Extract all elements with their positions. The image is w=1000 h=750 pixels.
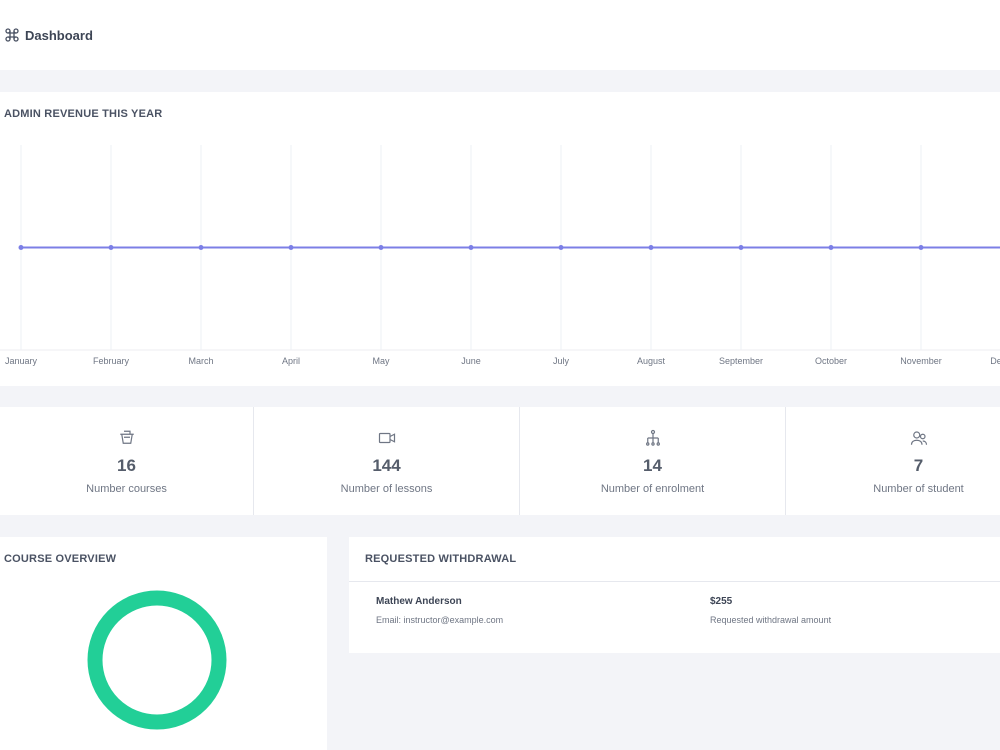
- x-tick-label: April: [282, 356, 300, 366]
- x-tick-label: September: [719, 356, 763, 366]
- stat-value: 14: [643, 456, 662, 475]
- x-tick-label: November: [900, 356, 942, 366]
- data-point: [558, 245, 564, 250]
- withdrawal-email: Email: instructor@example.com: [376, 615, 504, 625]
- command-icon: [5, 28, 19, 42]
- withdrawal-card: REQUESTED WITHDRAWAL Mathew Anderson Ema…: [349, 537, 1000, 653]
- data-point: [648, 245, 654, 250]
- stat-label: Number of lessons: [340, 483, 433, 495]
- stat-value: 7: [913, 456, 924, 475]
- card-title: COURSE OVERVIEW: [4, 553, 117, 565]
- withdrawal-amount-label: Requested withdrawal amount: [710, 615, 832, 625]
- card-title: ADMIN REVENUE THIS YEAR: [4, 108, 163, 120]
- data-point: [198, 245, 204, 250]
- data-point: [378, 245, 384, 250]
- withdrawal-amount: $255: [710, 596, 733, 607]
- stat-value: 16: [117, 456, 136, 475]
- line-chart: January February March April May June July Augu…: [0, 145, 1000, 366]
- courses-icon: [119, 430, 134, 444]
- withdrawal-name: Mathew Anderson: [376, 596, 462, 607]
- stat-card: 16 Number courses: [0, 407, 254, 515]
- x-tick-label: December: [990, 356, 1000, 366]
- x-tick-label: February: [93, 356, 130, 366]
- lessons-icon: [378, 432, 395, 444]
- x-tick-label: August: [637, 356, 666, 366]
- x-tick-label: June: [461, 356, 481, 366]
- data-point: [828, 245, 834, 250]
- card-title: REQUESTED WITHDRAWAL: [365, 553, 517, 565]
- revenue-card: ADMIN REVENUE THIS YEAR January February M…: [0, 92, 1000, 386]
- course-overview-card: COURSE OVERVIEW: [0, 537, 327, 750]
- x-tick-label: October: [815, 356, 847, 366]
- data-point: [288, 245, 294, 250]
- data-point: [18, 245, 24, 250]
- stat-card: 14 Number of enrolment: [520, 407, 786, 515]
- data-point: [108, 245, 114, 250]
- stat-card: 7 Number of student: [786, 407, 1000, 515]
- divider: [349, 581, 1000, 582]
- data-point: [918, 245, 924, 250]
- x-tick-label: January: [5, 356, 38, 366]
- enrolment-icon: [645, 429, 660, 446]
- student-icon: [910, 431, 927, 445]
- donut: [87, 590, 227, 730]
- data-point: [468, 245, 474, 250]
- page-title: Dashboard: [25, 28, 93, 43]
- x-tick-label: July: [553, 356, 570, 366]
- stat-label: Number of enrolment: [600, 483, 705, 495]
- stats-row: 16 Number courses 144 Number of lessons …: [0, 407, 1000, 515]
- stat-label: Number courses: [86, 483, 167, 495]
- x-tick-label: May: [372, 356, 390, 366]
- header: Dashboard: [0, 0, 1000, 70]
- stat-value: 144: [372, 456, 401, 475]
- data-point: [738, 245, 744, 250]
- stat-card: 144 Number of lessons: [254, 407, 520, 515]
- x-tick-label: March: [188, 356, 213, 366]
- donut-ring: [87, 590, 227, 730]
- stat-label: Number of student: [873, 483, 964, 495]
